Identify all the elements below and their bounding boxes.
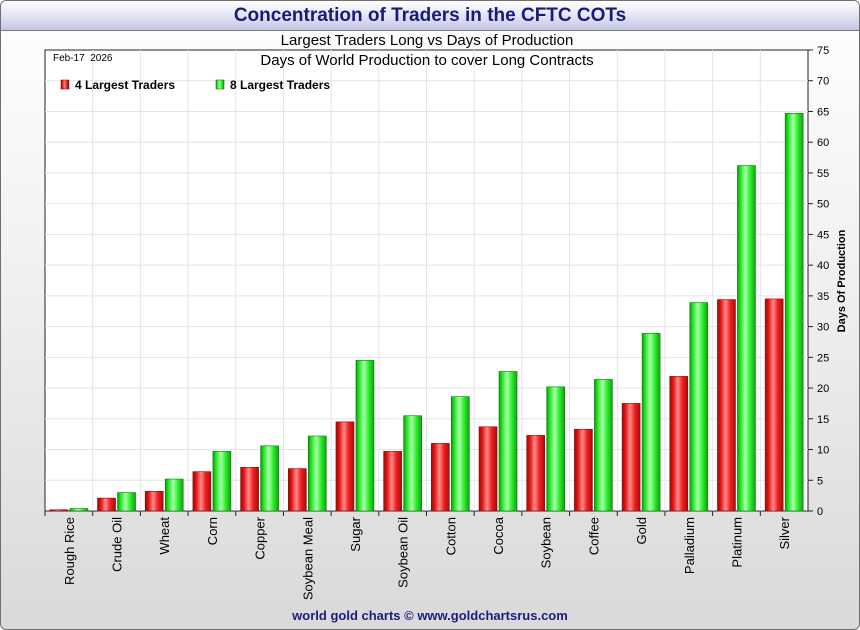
- y-tick-label: 75: [817, 45, 829, 57]
- bar-8-largest-rough-rice: [69, 508, 89, 512]
- bar-4-largest-soybean: [526, 435, 546, 512]
- page-title: Concentration of Traders in the CFTC COT…: [233, 5, 627, 26]
- x-tick-label: Gold: [634, 517, 649, 544]
- bar-4-largest-soybean-oil: [383, 451, 402, 512]
- y-tick-label: 60: [817, 137, 829, 149]
- x-tick-label: Silver: [777, 516, 792, 549]
- bar-4-largest-crude-oil: [97, 497, 116, 512]
- y-tick-label: 55: [817, 168, 829, 180]
- legend-label-8-largest: 8 Largest Traders: [230, 78, 330, 92]
- y-tick-label: 0: [817, 506, 823, 518]
- x-tick-label: Wheat: [157, 517, 172, 555]
- bar-4-largest-soybean-meal: [287, 468, 307, 512]
- y-tick-label: 20: [817, 383, 829, 395]
- x-tick-label: Cocoa: [491, 516, 506, 554]
- bar-4-largest-platinum: [717, 299, 736, 512]
- legend-swatch-4-largest: [60, 79, 70, 90]
- y-tick-label: 40: [817, 260, 829, 272]
- bar-8-largest-palladium: [689, 302, 709, 512]
- y-tick-label: 30: [817, 322, 829, 334]
- bar-8-largest-coffee: [594, 379, 613, 512]
- bar-8-largest-soybean-meal: [307, 435, 327, 512]
- bar-8-largest-corn: [212, 451, 232, 512]
- bar-8-largest-sugar: [355, 360, 375, 512]
- bar-8-largest-cotton: [451, 396, 470, 512]
- legend-swatch-8-largest: [215, 79, 225, 90]
- x-tick-label: Corn: [205, 517, 220, 545]
- bar-4-largest-rough-rice: [49, 509, 69, 512]
- y-axis-label: Days Of Production: [836, 229, 848, 332]
- y-tick-label: 45: [817, 229, 829, 241]
- x-tick-label: Soybean: [539, 517, 554, 568]
- bar-4-largest-sugar: [335, 421, 355, 512]
- footer-credit: world gold charts © www.goldchartsrus.co…: [292, 608, 568, 623]
- chart-subtitle-2: Days of World Production to cover Long C…: [260, 52, 593, 69]
- bar-4-largest-coffee: [574, 428, 593, 512]
- bar-4-largest-corn: [192, 471, 212, 512]
- legend: 4 Largest Traders 8 Largest Traders: [60, 78, 330, 92]
- y-tick-label: 50: [817, 199, 829, 211]
- bar-8-largest-wheat: [164, 478, 184, 512]
- bar-4-largest-cocoa: [478, 426, 498, 512]
- legend-label-4-largest: 4 Largest Traders: [75, 78, 175, 92]
- y-tick-label: 15: [817, 414, 829, 426]
- bar-8-largest-gold: [641, 333, 661, 512]
- bar-4-largest-gold: [621, 403, 641, 512]
- bar-8-largest-platinum: [737, 165, 756, 512]
- bar-8-largest-crude-oil: [117, 492, 136, 512]
- x-tick-label: Platinum: [729, 517, 744, 568]
- x-tick-label: Crude Oil: [110, 517, 125, 572]
- bar-8-largest-soybean-oil: [403, 415, 422, 512]
- y-tick-label: 5: [817, 475, 823, 487]
- x-tick-label: Cotton: [443, 517, 458, 555]
- bar-4-largest-wheat: [144, 491, 164, 512]
- bar-series: [49, 113, 804, 512]
- y-tick-label: 65: [817, 106, 829, 118]
- x-tick-label: Rough Rice: [62, 517, 77, 585]
- x-axis-labels: Rough Rice Crude Oil Wheat Corn Copper Soybea…: [62, 516, 792, 600]
- x-tick-label: Copper: [253, 516, 268, 559]
- x-tick-label: Sugar: [348, 516, 363, 551]
- y-tick-label: 70: [817, 76, 829, 88]
- bar-4-largest-palladium: [669, 376, 689, 512]
- date-label: Feb-17 2026: [53, 53, 113, 64]
- y-tick-label: 10: [817, 445, 829, 457]
- bar-4-largest-copper: [240, 467, 259, 512]
- bar-8-largest-cocoa: [498, 371, 518, 512]
- title-bar: Concentration of Traders in the CFTC COT…: [1, 1, 859, 31]
- bar-8-largest-silver: [784, 113, 804, 512]
- x-tick-label: Soybean Oil: [396, 517, 411, 588]
- chart-subtitle: Largest Traders Long vs Days of Producti…: [281, 32, 574, 49]
- y-axis: 0 5 10 15 20 25 30 35 40 45 50 55 60 65 70 75: [44, 45, 829, 518]
- y-tick-label: 25: [817, 352, 829, 364]
- x-tick-label: Palladium: [682, 517, 697, 574]
- x-tick-label: Soybean Meal: [300, 517, 315, 600]
- bar-4-largest-cotton: [431, 443, 450, 512]
- bar-8-largest-copper: [260, 445, 279, 512]
- y-tick-label: 35: [817, 291, 829, 303]
- x-tick-label: Coffee: [586, 517, 601, 555]
- bar-8-largest-soybean: [546, 386, 566, 512]
- bar-4-largest-silver: [764, 298, 784, 512]
